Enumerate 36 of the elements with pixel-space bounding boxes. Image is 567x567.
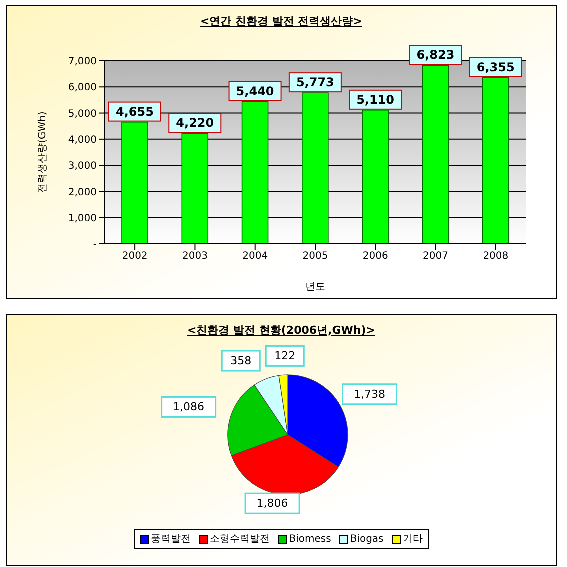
chart-title: <친환경 발전 현황(2006년,GWh)>: [186, 323, 376, 339]
data-label: 1,738: [354, 388, 386, 401]
y-tick-label: 3,000: [68, 161, 97, 172]
y-tick-label: 7,000: [68, 56, 97, 68]
data-label: 6,355: [476, 60, 515, 74]
x-axis-title: 년도: [306, 282, 326, 293]
data-label: 1,806: [256, 497, 288, 510]
y-tick-label: 4,000: [68, 134, 97, 146]
y-tick-label: 2,000: [68, 187, 97, 198]
x-tick-label: 2004: [242, 251, 268, 262]
x-tick-label: 2005: [302, 251, 328, 262]
legend-label: 소형수력발전: [209, 533, 270, 546]
x-tick-label: 2003: [182, 251, 208, 262]
data-label: 5,110: [356, 92, 395, 107]
legend-label: Biogas: [349, 534, 384, 544]
y-axis-title: 전력생산량(GWh): [38, 112, 49, 194]
data-label: 4,655: [116, 104, 154, 119]
x-tick-label: 2008: [483, 251, 509, 262]
data-label: 6,823: [416, 48, 455, 62]
y-tick-label: 1,000: [68, 213, 97, 224]
x-tick-label: 2007: [423, 251, 449, 262]
data-label: 122: [274, 350, 296, 363]
x-tick-label: 2002: [122, 251, 148, 262]
data-label: 5,773: [296, 76, 334, 90]
data-label: 1,086: [173, 400, 205, 414]
data-label: 5,440: [236, 84, 274, 98]
data-label: 4,220: [176, 116, 214, 130]
legend-label: 풍력발전: [150, 533, 192, 546]
y-tick-label: 5,000: [68, 108, 97, 120]
legend-label: 기타: [402, 533, 423, 546]
chart-title: <연간 친환경 발전 전력생산량>: [200, 14, 364, 30]
y-tick-label: -: [93, 240, 98, 251]
x-tick-label: 2006: [362, 251, 388, 262]
legend-label: Biomess: [288, 534, 332, 544]
data-label: 358: [230, 354, 252, 368]
y-tick-label: 6,000: [68, 82, 97, 94]
